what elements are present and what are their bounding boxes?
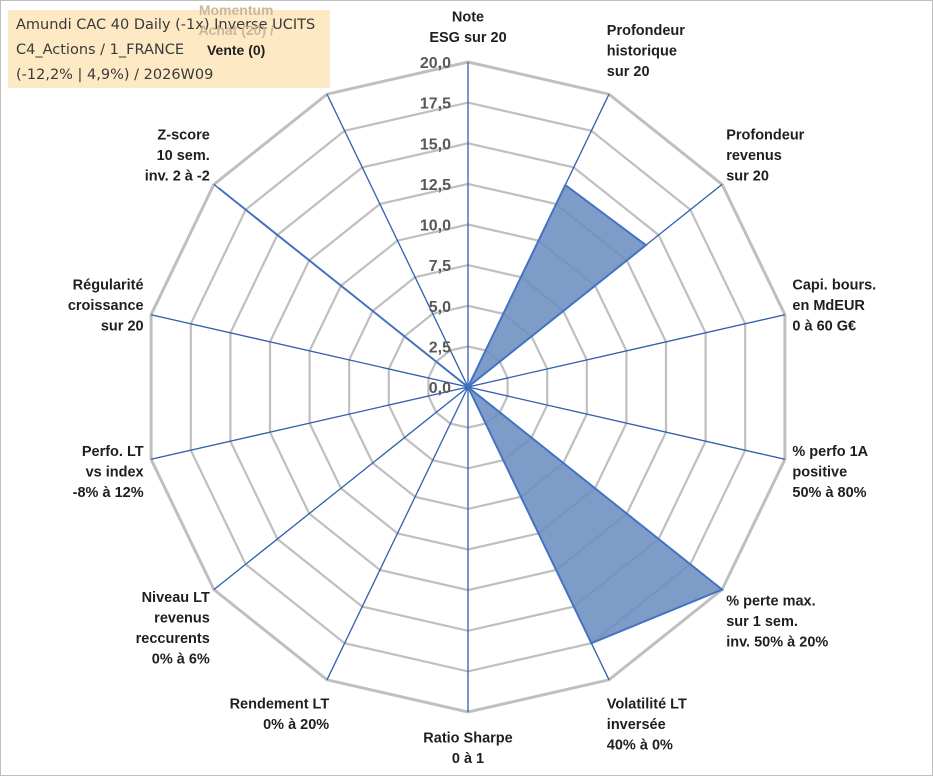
axis-label: Niveau LT revenus reccurents 0% à 6% xyxy=(136,590,210,668)
fund-name: Amundi CAC 40 Daily (-1x) Inverse UCITS xyxy=(16,17,316,33)
axis-label: Régularité croissance sur 20 xyxy=(68,278,144,335)
axis-label-line: inversée xyxy=(607,717,666,733)
axis-label-line: revenus xyxy=(154,610,210,626)
radar-tick-labels: 0,0 2,5 5,0 7,5 10,0 12,5 15,0 17,5 20,0 xyxy=(420,55,451,397)
axis-label-line: 0 à 60 G€ xyxy=(792,319,856,335)
axis-label: Note ESG sur 20 xyxy=(429,9,506,46)
axis-label-momentum: Momentum Achat (20) / Vente (0) xyxy=(141,0,331,60)
momentum-label-line-3: Vente (0) xyxy=(206,41,266,58)
axis-label: Capi. bours. en MdEUR 0 à 60 G€ xyxy=(792,278,876,335)
axis-label-line: Ratio Sharpe xyxy=(423,730,512,746)
axis-spoke xyxy=(213,386,469,591)
axis-label-line: % perfo 1A xyxy=(792,444,868,460)
radial-tick-label: 5,0 xyxy=(429,299,451,316)
axis-label-line: % perte max. xyxy=(726,594,815,610)
axis-label-line: 0% à 6% xyxy=(152,651,210,667)
axis-label-line: inv. 2 à -2 xyxy=(145,169,210,185)
axis-label-line: inv. 50% à 20% xyxy=(726,635,828,651)
axis-label: Perfo. LT vs index -8% à 12% xyxy=(73,444,144,501)
axis-label-line: croissance xyxy=(68,298,144,314)
axis-label-line: ESG sur 20 xyxy=(429,30,506,46)
axis-spoke xyxy=(326,386,469,681)
axis-label-line: 0 à 1 xyxy=(452,751,484,767)
axis-label-line: Profondeur xyxy=(607,23,685,39)
radar-axis-labels: Note ESG sur 20 Profondeur historique sur 20… xyxy=(68,9,876,767)
axis-label-line: 40% à 0% xyxy=(607,737,673,753)
axis-label: Volatilité LT inversée 40% à 0% xyxy=(607,696,687,753)
axis-label-line: 50% à 80% xyxy=(792,485,866,501)
radial-tick-label: 17,5 xyxy=(420,96,451,113)
axis-spoke xyxy=(467,386,786,460)
axis-label: Rendement LT 0% à 20% xyxy=(230,696,330,733)
radial-tick-label: 12,5 xyxy=(420,177,451,194)
radial-tick-label: 7,5 xyxy=(429,258,451,275)
axis-label-line: sur 20 xyxy=(607,64,650,80)
momentum-label-line-2: Achat (20) / xyxy=(198,21,274,38)
fund-performance-week: (-12,2% | 4,9%) / 2026W09 xyxy=(16,67,214,83)
axis-label-line: Z-score xyxy=(157,128,209,144)
axis-label-line: en MdEUR xyxy=(792,298,865,314)
axis-label-line: reccurents xyxy=(136,631,210,647)
axis-label-line: Profondeur xyxy=(726,128,804,144)
axis-spoke xyxy=(467,314,786,388)
axis-label-line: Perfo. LT xyxy=(82,444,144,460)
radial-tick-label: 10,0 xyxy=(420,218,451,235)
axis-label: Z-score 10 sem. inv. 2 à -2 xyxy=(145,128,210,185)
radial-tick-label: 15,0 xyxy=(420,136,451,153)
axis-label-line: 0% à 20% xyxy=(263,717,329,733)
fund-category: C4_Actions / 1_FRANCE xyxy=(16,42,185,58)
axis-label-line: sur 20 xyxy=(101,319,144,335)
radial-tick-label: 0,0 xyxy=(429,380,451,397)
axis-label-line: Niveau LT xyxy=(142,590,210,606)
axis-label-line: -8% à 12% xyxy=(73,485,144,501)
axis-label-line: Volatilité LT xyxy=(607,696,687,712)
axis-spoke xyxy=(150,386,469,460)
axis-label: % perfo 1A positive 50% à 80% xyxy=(792,444,868,501)
axis-label: % perte max. sur 1 sem. inv. 50% à 20% xyxy=(726,594,828,651)
axis-label: Ratio Sharpe 0 à 1 xyxy=(423,730,512,767)
fund-info-box: Amundi CAC 40 Daily (-1x) Inverse UCITS … xyxy=(8,10,330,88)
axis-label-line: Note xyxy=(452,9,484,25)
radar-series xyxy=(218,183,725,645)
axis-label-line: sur 1 sem. xyxy=(726,614,798,630)
axis-label-line: vs index xyxy=(86,464,144,480)
axis-label-line: revenus xyxy=(726,148,782,164)
axis-label-line: 10 sem. xyxy=(157,148,210,164)
momentum-label-line-1: Momentum xyxy=(198,1,274,18)
radial-tick-label: 2,5 xyxy=(429,339,451,356)
axis-label-line: Rendement LT xyxy=(230,696,330,712)
axis-label-line: sur 20 xyxy=(726,169,769,185)
axis-label: Profondeur revenus sur 20 xyxy=(726,128,804,185)
axis-spoke xyxy=(326,93,469,388)
series-area xyxy=(218,183,725,645)
axis-label-line: historique xyxy=(607,43,677,59)
axis-label: Profondeur historique sur 20 xyxy=(607,23,685,80)
radial-tick-label: 20,0 xyxy=(420,55,451,72)
axis-label-line: Capi. bours. xyxy=(792,278,876,294)
axis-label-line: positive xyxy=(792,464,847,480)
axis-label-line: Régularité xyxy=(73,278,144,294)
axis-spoke xyxy=(150,314,469,388)
